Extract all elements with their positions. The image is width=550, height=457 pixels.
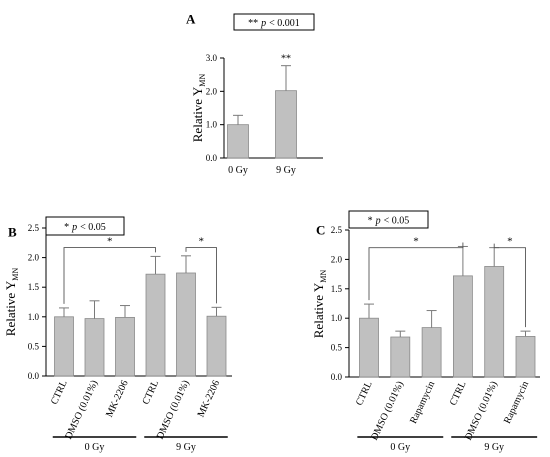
bar <box>275 90 297 159</box>
y-axis-label: Relative YMN <box>311 270 328 339</box>
significance-bracket <box>368 242 464 301</box>
annotation-p: p <box>71 222 77 233</box>
y-tick-label: 0.0 <box>331 372 343 382</box>
y-tick-label: 0.5 <box>331 343 343 353</box>
x-tick-label: DMSO (0.01%) <box>63 379 100 442</box>
panel-label: B <box>8 225 17 240</box>
bar <box>390 336 411 378</box>
x-tick-label: CTRL <box>140 379 161 407</box>
y-tick-label: 1.5 <box>331 284 343 294</box>
panel-label: A <box>186 12 196 27</box>
y-axis-label-sub: MN <box>11 268 20 281</box>
y-axis-label-main: Relative Y <box>311 282 326 338</box>
y-axis-label-main: Relative Y <box>190 86 205 142</box>
significance-bracket <box>185 247 217 304</box>
bracket-label: * <box>107 236 113 248</box>
y-axis-label-sub: MN <box>198 74 207 87</box>
annotation-threshold: < 0.001 <box>269 18 300 29</box>
y-tick-label: 1.0 <box>206 120 218 130</box>
y-tick-label: 3.0 <box>206 53 218 63</box>
annotation-stars: * <box>368 216 373 227</box>
group-label: 0 Gy <box>390 442 410 453</box>
annotation-threshold: < 0.05 <box>384 216 410 227</box>
x-tick-label: MK-2206 <box>104 379 131 419</box>
annotation-text: ** p < 0.001 <box>248 18 300 29</box>
y-tick-label: 2.5 <box>331 225 343 235</box>
x-tick-label: CTRL <box>354 380 375 408</box>
annotation-box <box>233 13 315 31</box>
bar <box>206 315 227 377</box>
annotation-threshold: < 0.05 <box>80 222 106 233</box>
y-axis-label: Relative YMN <box>3 268 20 337</box>
bar <box>145 273 166 377</box>
annotation-p: p <box>260 18 266 29</box>
y-axis-label-main: Relative Y <box>3 280 18 336</box>
x-tick-label: DMSO (0.01%) <box>369 380 406 443</box>
y-tick-label: 2.5 <box>28 223 40 233</box>
significance-bracket <box>493 243 526 328</box>
y-tick-label: 0.5 <box>28 341 40 351</box>
annotation-box <box>348 210 429 229</box>
y-tick-label: 0.0 <box>206 153 218 163</box>
bar <box>452 275 473 378</box>
y-tick-label: 2.0 <box>331 254 343 264</box>
bracket-label: * <box>507 236 513 248</box>
x-tick-label: DMSO (0.01%) <box>155 379 192 442</box>
group-label: 9 Gy <box>484 442 504 453</box>
bar <box>359 317 379 378</box>
bar <box>515 336 536 378</box>
y-tick-label: 2.0 <box>28 253 40 263</box>
bar <box>84 318 105 377</box>
annotation-p: p <box>375 216 381 227</box>
bar <box>227 124 249 159</box>
y-tick-label: 2.0 <box>206 86 218 96</box>
panel-label: C <box>316 223 325 238</box>
significance-bracket <box>63 247 156 304</box>
x-tick-label: Rapamycin <box>408 380 437 426</box>
bar <box>54 316 74 377</box>
annotation-stars: * <box>64 222 69 233</box>
y-tick-label: 1.0 <box>331 313 343 323</box>
x-tick-label: DMSO (0.01%) <box>463 380 500 443</box>
annotation-text: * p < 0.05 <box>64 222 106 233</box>
x-tick-label: CTRL <box>448 380 469 408</box>
x-tick-label: MK-2206 <box>196 379 223 419</box>
annotation-stars: ** <box>248 18 258 29</box>
significance-marker: ** <box>281 54 291 65</box>
y-axis-label: Relative YMN <box>190 74 207 143</box>
bar <box>115 316 135 377</box>
bar <box>176 272 196 377</box>
bracket-label: * <box>199 236 205 248</box>
y-tick-label: 0.0 <box>28 371 40 381</box>
group-label: 0 Gy <box>85 442 105 453</box>
group-label: 9 Gy <box>176 442 196 453</box>
bar <box>421 327 442 378</box>
bar <box>484 266 505 378</box>
x-tick-label: CTRL <box>49 379 70 407</box>
x-tick-label: 9 Gy <box>276 165 296 176</box>
y-axis-label-sub: MN <box>319 270 328 283</box>
annotation-box <box>45 216 125 236</box>
x-tick-label: 0 Gy <box>228 165 248 176</box>
x-tick-label: Rapamycin <box>502 380 531 426</box>
bracket-label: * <box>413 236 419 248</box>
annotation-text: * p < 0.05 <box>368 216 410 227</box>
y-tick-label: 1.5 <box>28 282 40 292</box>
y-tick-label: 1.0 <box>28 312 40 322</box>
